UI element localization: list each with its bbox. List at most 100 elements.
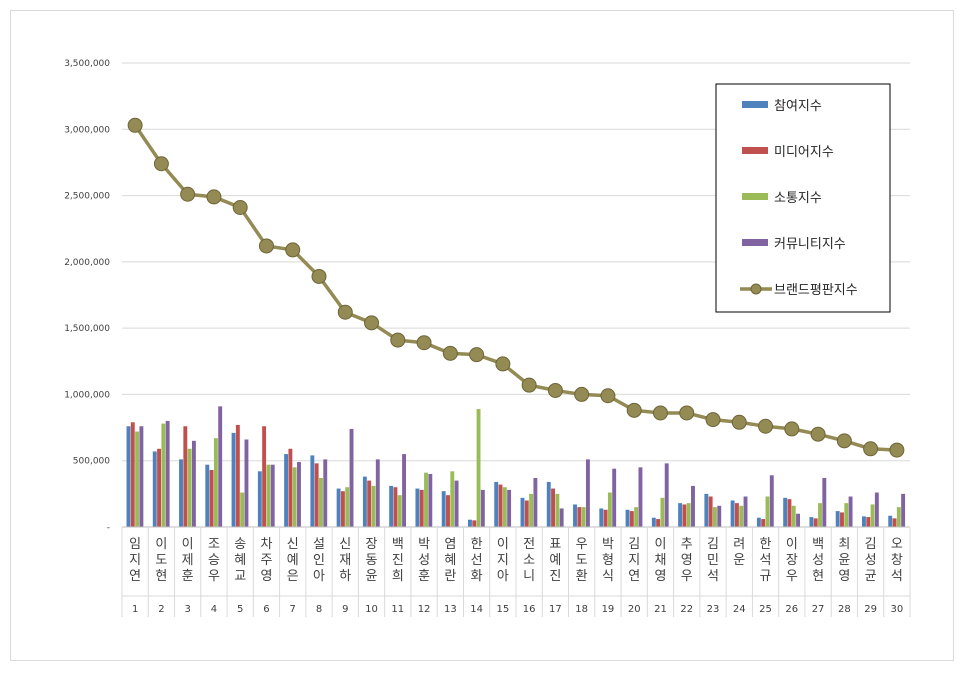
y-axis-ticks: - 500,000 1,000,000 1,500,000 2,000,000 2,500… (64, 59, 110, 533)
line-point (311, 268, 327, 284)
line-point (258, 238, 274, 254)
bar (235, 424, 240, 527)
line-point (836, 433, 852, 449)
bar (686, 503, 691, 527)
line-point (232, 200, 248, 216)
bar (796, 513, 800, 527)
bar (218, 406, 223, 527)
rank-label: 14 (470, 604, 483, 615)
bar (310, 455, 315, 527)
bar (791, 505, 796, 527)
legend-label: 커뮤니티지수 (774, 237, 846, 252)
legend-label: 참여지수 (774, 99, 822, 114)
rank-label: 18 (575, 604, 588, 615)
bar (524, 500, 529, 527)
rank-label: 3 (184, 604, 190, 615)
bar (419, 489, 424, 527)
rank-label: 20 (628, 604, 641, 615)
bar (585, 459, 590, 527)
bar (599, 508, 604, 527)
bar (809, 517, 814, 527)
rank-label: 17 (549, 604, 562, 615)
bar (472, 520, 477, 527)
bar (446, 495, 450, 527)
rank-label: 24 (733, 604, 746, 615)
legend-label: 소통지수 (774, 191, 822, 206)
bar (818, 503, 822, 527)
bar (266, 464, 271, 527)
bar (691, 485, 695, 527)
bar (240, 492, 245, 527)
bar (634, 507, 639, 527)
bar-series (126, 406, 906, 527)
rank-label: 19 (602, 604, 615, 615)
bar (612, 468, 617, 527)
bar (529, 493, 534, 527)
bar (270, 464, 275, 527)
bar (323, 459, 328, 527)
bar (397, 495, 402, 527)
rank-label: 16 (523, 604, 536, 615)
bar (660, 497, 665, 527)
legend-label: 미디어지수 (774, 145, 834, 160)
bar (314, 463, 319, 527)
bar (336, 488, 341, 527)
rank-label: 30 (890, 604, 903, 615)
legend-label: 브랜드평판지수 (774, 283, 858, 298)
bar (345, 487, 350, 527)
bar (862, 516, 866, 527)
bar (191, 440, 196, 527)
bar (551, 488, 555, 527)
bar (209, 469, 214, 527)
line-point (180, 186, 196, 202)
bar (502, 487, 507, 527)
bar (213, 438, 218, 527)
legend-swatch (742, 147, 768, 154)
bar (257, 471, 262, 527)
bar (375, 459, 380, 527)
line-series (127, 117, 905, 458)
bar (415, 488, 420, 527)
bar (888, 515, 893, 527)
bar (135, 431, 140, 527)
bar (297, 462, 301, 527)
bar (840, 512, 844, 527)
bar (480, 489, 485, 527)
line-point (547, 382, 563, 398)
bar (165, 420, 170, 527)
bar (734, 503, 739, 527)
line-point (889, 442, 905, 458)
bar (533, 477, 538, 527)
line-point (600, 388, 616, 404)
bar (371, 485, 376, 527)
bar (678, 503, 683, 527)
bar (349, 428, 354, 527)
bar (428, 473, 433, 527)
bar (288, 448, 293, 527)
rank-label: 27 (812, 604, 825, 615)
rank-label: 13 (444, 604, 457, 615)
bar (607, 492, 612, 527)
rank-label: 21 (654, 604, 667, 615)
y-tick-label: 2,500,000 (64, 192, 110, 202)
bar (656, 519, 661, 527)
bar (866, 517, 871, 527)
legend-swatch (742, 193, 768, 200)
bar (362, 476, 367, 527)
y-tick-label: 500,000 (73, 457, 110, 467)
bar (284, 454, 289, 527)
bar (573, 504, 577, 527)
rank-label: 12 (418, 604, 431, 615)
